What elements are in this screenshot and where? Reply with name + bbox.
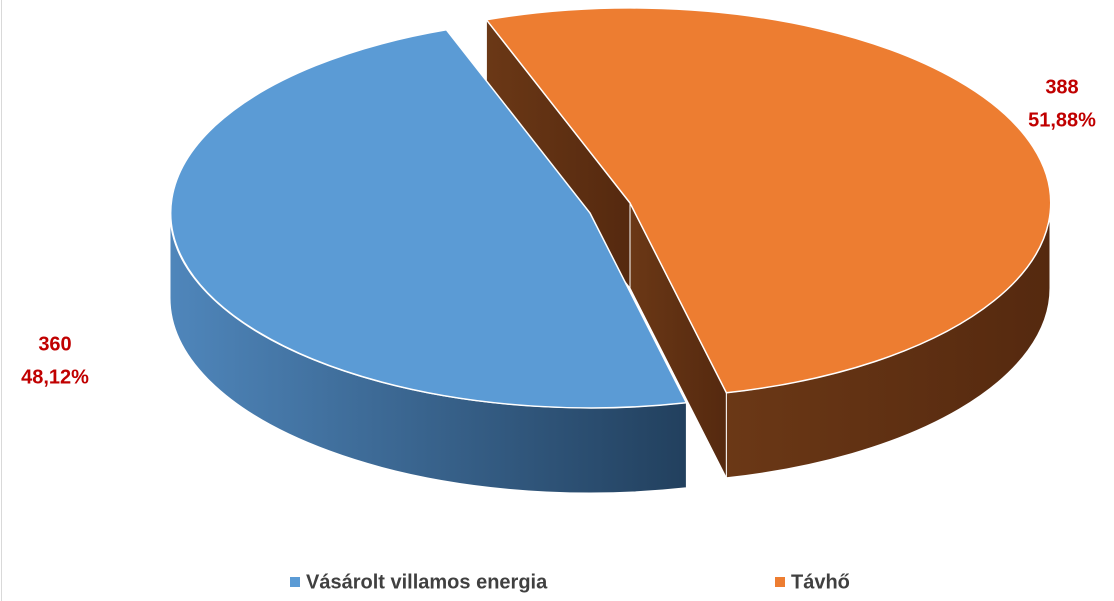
- data-label-percent: 48,12%: [21, 366, 89, 388]
- legend-label: Távhő: [791, 571, 850, 593]
- legend-swatch: [290, 577, 300, 587]
- data-label-value: 388: [1045, 76, 1078, 98]
- slice-top: [485, 7, 1052, 394]
- data-label-value: 360: [38, 333, 71, 355]
- legend-swatch: [775, 577, 785, 587]
- slice-top: [169, 28, 688, 409]
- slice: [169, 28, 688, 494]
- legend-label: Vásárolt villamos energia: [306, 571, 548, 593]
- pie: [169, 7, 1052, 494]
- data-label-percent: 51,88%: [1028, 109, 1096, 131]
